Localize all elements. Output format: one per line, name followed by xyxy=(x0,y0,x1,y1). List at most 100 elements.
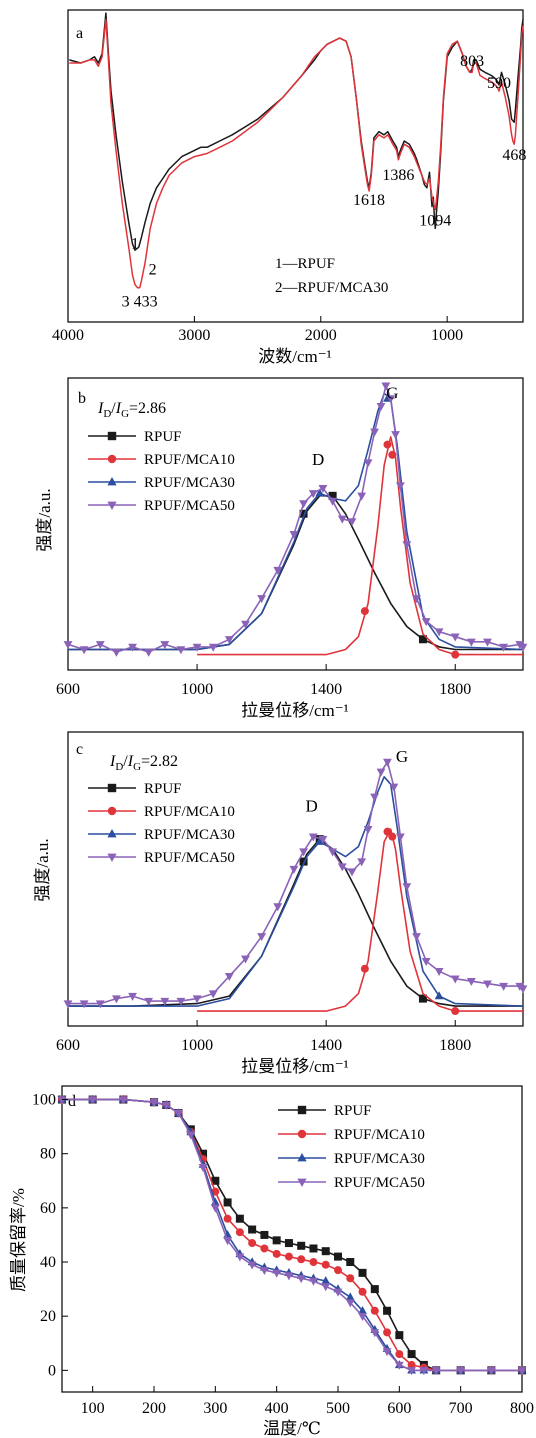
chart-panel-b: b ID/IG=2.86 600 1000 1400 1800 DG RPUFRPUF… xyxy=(35,377,528,720)
data-point xyxy=(199,1149,208,1158)
data-point xyxy=(483,638,492,647)
data-point xyxy=(161,1101,171,1110)
data-point xyxy=(118,1096,128,1105)
data-point xyxy=(395,1350,404,1359)
data-point xyxy=(208,643,218,652)
data-point xyxy=(431,1367,441,1376)
data-point xyxy=(297,1105,307,1115)
y-tick-label: 80 xyxy=(40,1146,56,1163)
data-point xyxy=(358,1287,367,1296)
data-point xyxy=(308,490,318,499)
data-point xyxy=(257,933,267,942)
legend-entry: RPUF/MCA30 xyxy=(144,827,235,843)
data-point xyxy=(210,1204,220,1213)
data-point xyxy=(318,835,328,844)
data-point xyxy=(260,1266,269,1275)
data-point xyxy=(499,643,509,652)
annotation-label: 1 xyxy=(131,236,139,253)
legend-entry: 2—RPUF/MCA30 xyxy=(275,280,388,296)
data-point xyxy=(211,1176,220,1185)
x-tick-label: 1000 xyxy=(181,1037,213,1054)
data-point xyxy=(260,1230,269,1239)
legend-entry: RPUF/MCA10 xyxy=(144,804,235,820)
data-point xyxy=(107,853,117,863)
data-point xyxy=(321,1283,331,1292)
legend-entry: RPUF/MCA50 xyxy=(144,498,235,514)
annotation-label: 590 xyxy=(487,75,511,92)
peak-label: G xyxy=(396,747,408,766)
data-point xyxy=(407,1367,416,1376)
data-point xyxy=(391,431,400,440)
data-point xyxy=(412,595,421,604)
data-point xyxy=(299,857,308,866)
data-point xyxy=(395,482,405,491)
legend-entry: RPUF/MCA50 xyxy=(144,850,235,866)
data-point xyxy=(466,977,476,986)
data-point xyxy=(57,1096,67,1105)
x-tick-label: 1800 xyxy=(439,681,471,698)
data-point xyxy=(347,868,357,877)
panel-letter-a: a xyxy=(76,25,83,42)
data-point xyxy=(260,1244,269,1253)
ratio-label: ID/IG=2.82 xyxy=(109,753,178,773)
data-point xyxy=(434,628,444,637)
x-axis-label: 拉曼位移/cm⁻¹ xyxy=(241,701,349,720)
data-point xyxy=(346,1274,355,1283)
data-point xyxy=(241,955,250,964)
ratio-slash: / xyxy=(123,753,128,770)
annotation-label: 1618 xyxy=(353,192,385,209)
legend-entry: RPUF/MCA10 xyxy=(334,1127,425,1143)
data-point xyxy=(358,1268,367,1277)
data-point xyxy=(407,1350,416,1359)
data-point xyxy=(395,833,405,842)
data-point xyxy=(483,980,492,989)
data-point xyxy=(272,1269,282,1278)
data-point xyxy=(388,450,397,459)
x-axis-label: 波数/cm⁻¹ xyxy=(258,347,332,366)
x-tick-label: 500 xyxy=(326,1400,350,1417)
data-point xyxy=(95,1000,105,1009)
data-point xyxy=(357,858,367,867)
data-point xyxy=(337,515,347,524)
data-point xyxy=(370,1306,379,1315)
data-point xyxy=(337,863,347,872)
data-point xyxy=(248,1225,257,1234)
data-point xyxy=(297,1178,307,1188)
y-axis-label: 强度/a.u. xyxy=(33,838,52,901)
data-point xyxy=(402,541,412,550)
ratio-value: =2.82 xyxy=(141,753,178,770)
data-point xyxy=(334,1252,342,1261)
x-tick-label: 600 xyxy=(56,1037,80,1054)
ratio-i2: I xyxy=(127,753,134,770)
data-point xyxy=(394,1361,404,1370)
series-line-rpuf-mca30 xyxy=(68,392,524,651)
data-point xyxy=(144,997,154,1006)
data-point xyxy=(383,827,392,836)
data-point xyxy=(224,636,234,645)
data-point xyxy=(412,933,421,942)
x-tick-label: 3000 xyxy=(178,327,210,344)
data-point xyxy=(357,492,367,501)
data-point xyxy=(418,635,427,644)
data-point xyxy=(297,1129,307,1139)
ratio-i2: I xyxy=(115,400,122,417)
data-point xyxy=(328,497,338,506)
series-line-rpuf-mca10 xyxy=(197,436,523,656)
data-point xyxy=(383,440,392,449)
ratio-sub-d: D xyxy=(103,408,111,420)
data-point xyxy=(107,501,117,511)
data-point xyxy=(407,1360,416,1369)
annotation-label: 1386 xyxy=(382,167,414,184)
data-point xyxy=(241,620,250,629)
data-point xyxy=(321,1247,330,1256)
chart-panel-c: c ID/IG=2.82 600 1000 1400 1800 DG RPUFRPUF… xyxy=(33,731,528,1076)
data-point xyxy=(192,643,202,652)
series-line-rpuf-mca50 xyxy=(67,384,524,653)
annotation-label: 468 xyxy=(502,147,526,164)
data-point xyxy=(112,648,121,657)
data-point xyxy=(499,982,509,991)
x-tick-label: 1800 xyxy=(439,1037,471,1054)
data-point xyxy=(383,1328,392,1337)
data-point xyxy=(63,641,73,650)
legend-entry: RPUF/MCA30 xyxy=(334,1151,425,1167)
